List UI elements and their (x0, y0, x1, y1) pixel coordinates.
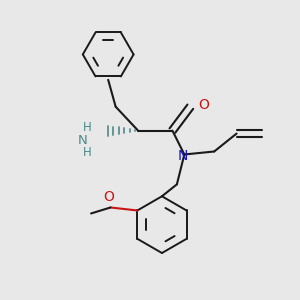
Text: N: N (78, 134, 88, 147)
Text: O: O (198, 98, 209, 112)
Text: O: O (103, 190, 114, 204)
Text: H: H (83, 121, 92, 134)
Text: N: N (178, 149, 188, 163)
Text: H: H (83, 146, 92, 159)
